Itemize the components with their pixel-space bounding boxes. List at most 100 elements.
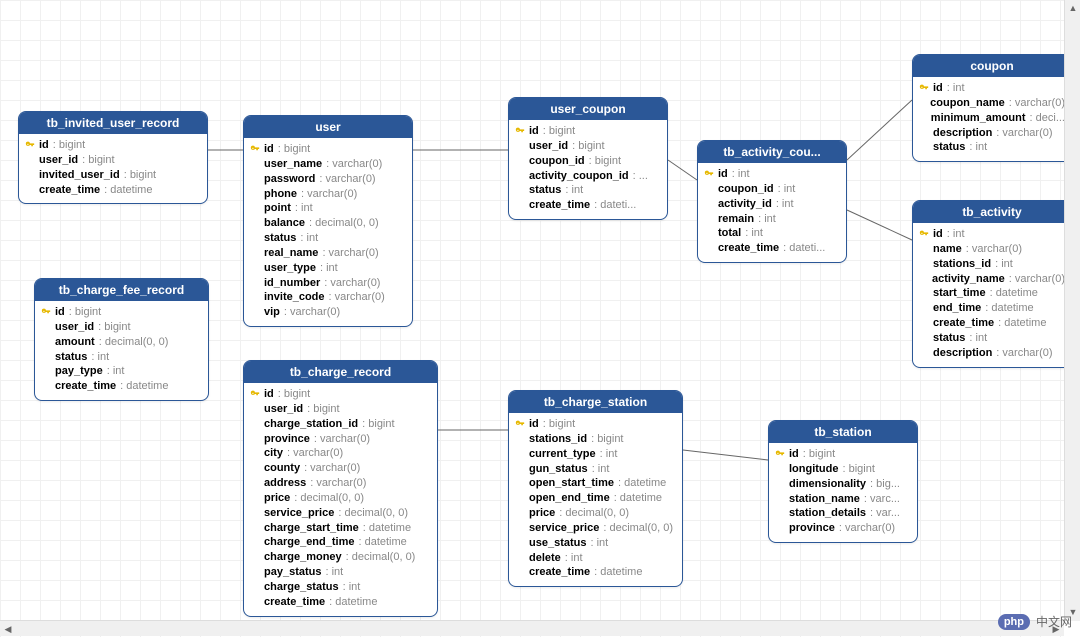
entity-user[interactable]: userid: bigintuser_name: varchar(0)passw… — [243, 115, 413, 327]
primary-key-icon — [775, 449, 785, 459]
field-row: password: varchar(0) — [250, 172, 406, 187]
field-name: point — [264, 201, 291, 216]
primary-key-icon — [919, 83, 929, 93]
entity-tb_charge_station[interactable]: tb_charge_stationid: bigintstations_id: … — [508, 390, 683, 587]
field-row: vip: varchar(0) — [250, 305, 406, 320]
field-name: pay_type — [55, 364, 103, 379]
field-type: : varchar(0) — [1009, 96, 1065, 111]
field-row: province : varchar(0) — [250, 432, 431, 447]
php-badge: php — [998, 614, 1030, 630]
field-type: : varchar(0) — [284, 305, 340, 320]
field-name: service_price — [264, 506, 334, 521]
field-type: : varchar(0) — [324, 276, 380, 291]
field-type: : bigint — [98, 320, 130, 335]
field-type: : int — [590, 536, 608, 551]
field-row: coupon_name: varchar(0) — [919, 96, 1065, 111]
field-name: create_time — [55, 379, 116, 394]
field-name: user_id — [55, 320, 94, 335]
field-row: name: varchar(0) — [919, 242, 1065, 257]
entity-title: tb_charge_station — [509, 391, 682, 413]
field-row: city : varchar(0) — [250, 446, 431, 461]
field-type: : varchar(0) — [310, 476, 366, 491]
field-type: : int — [745, 226, 763, 241]
entity-title: coupon — [913, 55, 1071, 77]
watermark: php 中文网 — [998, 613, 1072, 630]
field-row: status: int — [919, 331, 1065, 346]
entity-tb_charge_fee_record[interactable]: tb_charge_fee_recordid: bigintuser_id: b… — [34, 278, 209, 401]
field-name: id — [264, 142, 274, 157]
field-type: : decimal(0, 0) — [346, 550, 416, 565]
field-name: create_time — [529, 198, 590, 213]
field-type: : bigint — [843, 462, 875, 477]
field-row: amount: decimal(0, 0) — [41, 335, 202, 350]
field-type: : varchar(0) — [287, 446, 343, 461]
entity-title: tb_charge_record — [244, 361, 437, 383]
field-row: address: varchar(0) — [250, 476, 431, 491]
field-name: user_id — [529, 139, 568, 154]
field-row: status: int — [41, 350, 202, 365]
field-name: id — [55, 305, 65, 320]
field-row: id_number : varchar(0) — [250, 276, 406, 291]
field-row: charge_money : decimal(0, 0) — [250, 550, 431, 565]
field-row: charge_status: int — [250, 580, 431, 595]
entity-tb_activity_coupon[interactable]: tb_activity_cou...id: intcoupon_id: inta… — [697, 140, 847, 263]
field-name: city — [264, 446, 283, 461]
field-name: dimensionality — [789, 477, 866, 492]
field-type: : varchar(0) — [319, 172, 375, 187]
field-type: : varchar(0) — [329, 290, 385, 305]
field-row: stations_id: bigint — [515, 432, 676, 447]
field-name: charge_money — [264, 550, 342, 565]
entity-fields: id: intcoupon_id: intactivity_id: intrem… — [698, 163, 846, 262]
field-name: id_number — [264, 276, 320, 291]
field-row: gun_status: int — [515, 462, 676, 477]
field-type: : varchar(0) — [322, 246, 378, 261]
field-row: open_start_time: datetime — [515, 476, 676, 491]
field-name: charge_start_time — [264, 521, 359, 536]
scroll-up-icon[interactable]: ▲ — [1065, 0, 1080, 16]
field-type: : varchar(0) — [301, 187, 357, 202]
field-type: : datetime — [985, 301, 1033, 316]
entity-tb_charge_record[interactable]: tb_charge_recordid: bigintuser_id: bigin… — [243, 360, 438, 617]
entity-tb_invited_user_record[interactable]: tb_invited_user_recordid: bigintuser_id:… — [18, 111, 208, 204]
field-row: status: int — [250, 231, 406, 246]
field-row: stations_id: int — [919, 257, 1065, 272]
field-row: create_time: datetime — [515, 565, 676, 580]
edge-tb_activity_coupon-coupon — [847, 100, 912, 160]
field-name: status — [933, 140, 965, 155]
field-row: charge_end_time: datetime — [250, 535, 431, 550]
field-row: coupon_id: int — [704, 182, 840, 197]
field-type: : varchar(0) — [839, 521, 895, 536]
field-row: id: bigint — [250, 142, 406, 157]
field-row: charge_station_id: bigint — [250, 417, 431, 432]
field-row: dimensionality: big... — [775, 477, 911, 492]
primary-key-icon — [919, 229, 929, 239]
entity-tb_activity[interactable]: tb_activityid: intname: varchar(0)statio… — [912, 200, 1072, 368]
scroll-left-icon[interactable]: ◀ — [0, 621, 16, 637]
field-type: : bigint — [591, 432, 623, 447]
field-name: create_time — [529, 565, 590, 580]
field-name: province — [264, 432, 310, 447]
vertical-scrollbar[interactable]: ▲ ▼ — [1064, 0, 1080, 620]
primary-key-icon — [515, 419, 525, 429]
entity-tb_station[interactable]: tb_stationid: bigintlongitude: bigintdim… — [768, 420, 918, 543]
field-name: real_name — [264, 246, 318, 261]
field-name: use_status — [529, 536, 586, 551]
field-row: coupon_id: bigint — [515, 154, 661, 169]
field-name: coupon_id — [529, 154, 585, 169]
field-name: end_time — [933, 301, 981, 316]
field-type: : varchar(0) — [1009, 272, 1065, 287]
field-row: create_time: dateti... — [704, 241, 840, 256]
field-type: : varchar(0) — [314, 432, 370, 447]
horizontal-scrollbar[interactable]: ◀ ▶ — [0, 620, 1064, 636]
entity-title: user — [244, 116, 412, 138]
entity-title: user_coupon — [509, 98, 667, 120]
field-type: : bigint — [572, 139, 604, 154]
entity-fields: id: bigintuser_id: bigintamount: decimal… — [35, 301, 208, 400]
field-name: id — [933, 227, 943, 242]
field-name: amount — [55, 335, 95, 350]
entity-fields: id: bigintuser_id: bigintinvited_user_id… — [19, 134, 207, 203]
entity-coupon[interactable]: couponid: intcoupon_name: varchar(0)mini… — [912, 54, 1072, 162]
entity-title: tb_activity — [913, 201, 1071, 223]
entity-user_coupon[interactable]: user_couponid: bigintuser_id: bigintcoup… — [508, 97, 668, 220]
field-row: create_time: datetime — [25, 183, 201, 198]
